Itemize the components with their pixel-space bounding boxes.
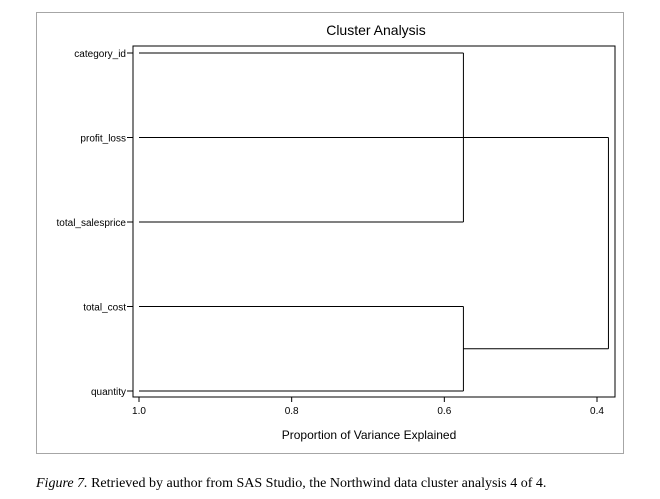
leaf-label-profit_loss: profit_loss (80, 134, 126, 145)
x-tick-label: 1.0 (132, 406, 146, 417)
chart-title: Cluster Analysis (326, 22, 426, 38)
figure-caption: Figure 7. Retrieved by author from SAS S… (36, 476, 656, 492)
leaf-label-quantity: quantity (91, 387, 126, 398)
dendrogram-chart: Cluster Analysis category_id profit_losst… (57, 22, 616, 442)
x-tick-label: 0.4 (590, 406, 604, 417)
chart-frame (36, 12, 624, 454)
x-tick-label: 0.8 (285, 406, 299, 417)
figure-label: Figure 7. (36, 476, 88, 491)
leaf-label-category_id: category_id (74, 49, 126, 60)
caption-text: Retrieved by author from SAS Studio, the… (87, 476, 547, 491)
leaf-label-total_salesprice: total_salesprice (57, 218, 127, 229)
x-tick-label: 0.6 (437, 406, 451, 417)
x-axis-label: Proportion of Variance Explained (282, 428, 457, 442)
leaf-label-total_cost: total_cost (83, 303, 126, 314)
